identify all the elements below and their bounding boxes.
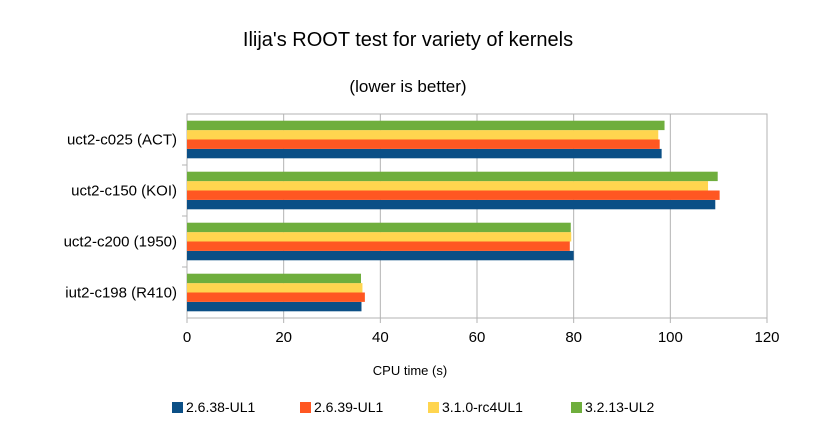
bar-3.2.13-UL2-uct2-c200 (1950): [187, 222, 571, 233]
bar-2.6.39-UL1-uct2-c150 (KOI): [187, 190, 720, 200]
bar-2.6.39-UL1-uct2-c025 (ACT): [187, 139, 660, 149]
x-tick-label: 80: [565, 329, 582, 346]
bar-2.6.38-UL1-uct2-c025 (ACT): [187, 148, 662, 159]
legend-swatch: [172, 402, 183, 413]
chart-title: Ilija's ROOT test for variety of kernels: [243, 29, 573, 51]
legend-swatch: [571, 402, 582, 413]
bar-2.6.38-UL1-uct2-c200 (1950): [187, 250, 574, 261]
x-axis-title: CPU time (s): [373, 363, 447, 378]
legend-label: 3.1.0-rc4UL1: [442, 399, 523, 415]
x-tick-label: 40: [372, 329, 389, 346]
x-tick-label: 0: [183, 329, 191, 346]
x-tick-label: 100: [658, 329, 683, 346]
bar-3.2.13-UL2-uct2-c150 (KOI): [187, 171, 718, 182]
chart-subtitle: (lower is better): [349, 77, 466, 96]
x-tick-label: 120: [754, 329, 779, 346]
plot-area: 0 20 40 60 80 100 120 uct2-c025 (ACT) uct2-c150 …: [64, 113, 780, 346]
category-label: uct2-c150 (KOI): [71, 183, 177, 200]
bar-3.1.0-rc4UL1-uct2-c200 (1950): [187, 232, 572, 242]
bar-2.6.39-UL1-uct2-c200 (1950): [187, 241, 570, 251]
bar-3.2.13-UL2-uct2-c025 (ACT): [187, 120, 665, 131]
x-tick-label: 60: [469, 329, 486, 346]
legend-label: 2.6.38-UL1: [186, 399, 255, 415]
legend-swatch: [428, 402, 439, 413]
legend: 2.6.38-UL1 2.6.39-UL1 3.1.0-rc4UL1 3.2.13-U…: [172, 399, 654, 415]
category-label: uct2-c200 (1950): [64, 234, 177, 251]
bar-2.6.38-UL1-iut2-c198 (R410): [187, 301, 362, 312]
bar-3.1.0-rc4UL1-iut2-c198 (R410): [187, 283, 363, 293]
x-tick-label: 20: [275, 329, 292, 346]
bar-3.1.0-rc4UL1-uct2-c150 (KOI): [187, 181, 709, 191]
legend-label: 3.2.13-UL2: [585, 399, 654, 415]
category-label: iut2-c198 (R410): [65, 285, 177, 302]
bar-2.6.39-UL1-iut2-c198 (R410): [187, 292, 365, 302]
legend-label: 2.6.39-UL1: [314, 399, 383, 415]
bar-3.2.13-UL2-iut2-c198 (R410): [187, 273, 361, 284]
bar-3.1.0-rc4UL1-uct2-c025 (ACT): [187, 130, 659, 140]
category-label: uct2-c025 (ACT): [67, 132, 177, 149]
legend-swatch: [300, 402, 311, 413]
bar-2.6.38-UL1-uct2-c150 (KOI): [187, 199, 716, 210]
